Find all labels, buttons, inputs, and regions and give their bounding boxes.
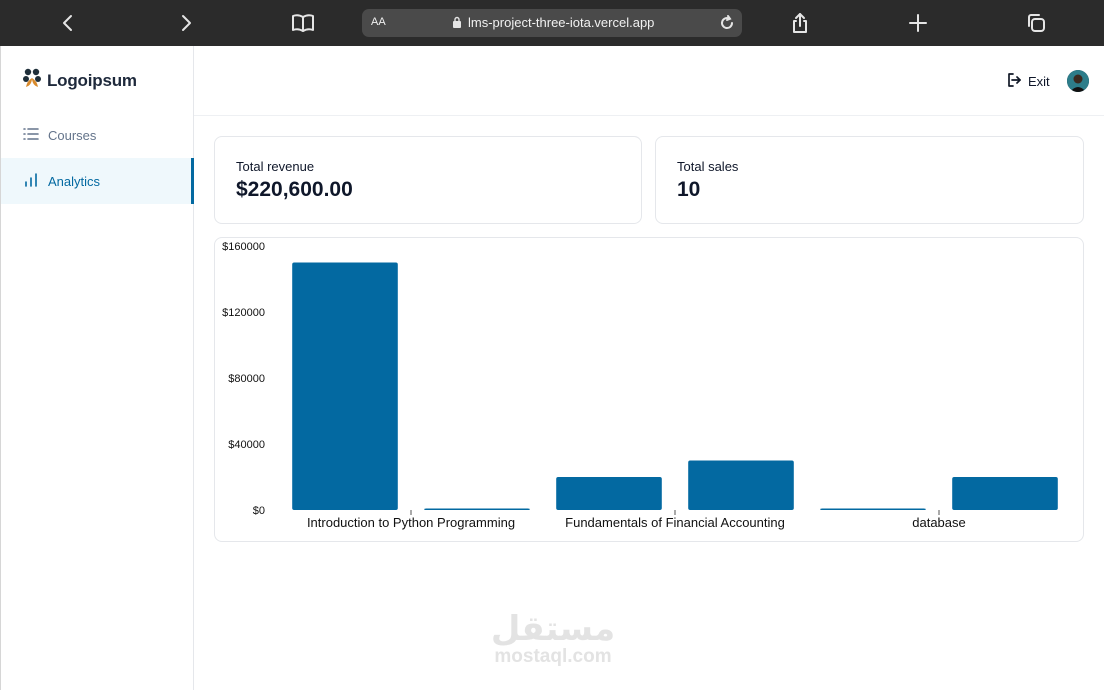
share-icon[interactable] [787,10,813,36]
top-header: Exit [194,46,1104,116]
reload-icon[interactable] [718,14,736,37]
watermark-arabic: مستقل [490,609,616,649]
y-tick-label: $40000 [228,439,265,451]
revenue-chart-card: $0 $40000 $80000 $120000 $160000 Introduction… [214,237,1084,542]
chart-bar[interactable] [556,477,662,510]
chart-bar[interactable] [688,460,794,511]
url-text: lms-project-three-iota.vercel.app [468,15,655,30]
chart-bar[interactable] [292,262,398,511]
sidebar-item-analytics[interactable]: Analytics [1,158,194,204]
browser-toolbar: AA lms-project-three-iota.vercel.app [0,0,1104,46]
bar-chart-icon [23,172,39,191]
address-bar[interactable]: AA lms-project-three-iota.vercel.app [362,9,742,37]
watermark: مستقل mostaql.com [486,612,620,668]
total-sales-value: 10 [677,178,701,201]
chart-bar[interactable] [820,508,926,511]
back-icon[interactable] [55,10,81,36]
y-tick-label: $0 [253,505,265,517]
sidebar-item-courses[interactable]: Courses [1,112,194,158]
x-category-label: Fundamentals of Financial Accounting [565,515,785,530]
total-revenue-label: Total revenue [236,159,315,174]
y-tick-label: $120000 [222,307,265,319]
logo-icon [21,67,43,94]
lock-icon [452,16,462,34]
total-sales-card: Total sales 10 [655,136,1084,224]
watermark-latin: mostaql.com [494,646,612,667]
total-sales-label: Total sales [677,159,739,174]
total-revenue-value: $220,600.00 [236,178,353,201]
chart-bar[interactable] [424,508,530,511]
y-tick-label: $80000 [228,373,265,385]
forward-icon[interactable] [173,10,199,36]
exit-button[interactable]: Exit [1007,73,1050,90]
x-category-label: database [912,515,966,530]
logo[interactable]: Logoipsum [21,67,137,94]
chart-bar[interactable] [952,477,1058,510]
sidebar-item-label: Courses [48,127,97,143]
tabs-overview-icon[interactable] [1023,10,1049,36]
sidebar-item-label: Analytics [48,173,101,189]
revenue-bar-chart: $0 $40000 $80000 $120000 $160000 Introduction… [222,241,1058,530]
y-tick-label: $160000 [222,241,265,253]
logo-text: Logoipsum [47,70,137,90]
exit-label: Exit [1028,74,1050,89]
book-icon[interactable] [290,10,316,36]
logout-icon [1007,73,1022,90]
sidebar: Logoipsum Courses Analytics [0,46,194,690]
user-avatar[interactable] [1067,70,1089,92]
new-tab-icon[interactable] [905,10,931,36]
x-category-label: Introduction to Python Programming [307,515,515,530]
total-revenue-card: Total revenue $220,600.00 [214,136,642,224]
text-size-button[interactable]: AA [371,16,386,28]
list-icon [23,127,39,144]
